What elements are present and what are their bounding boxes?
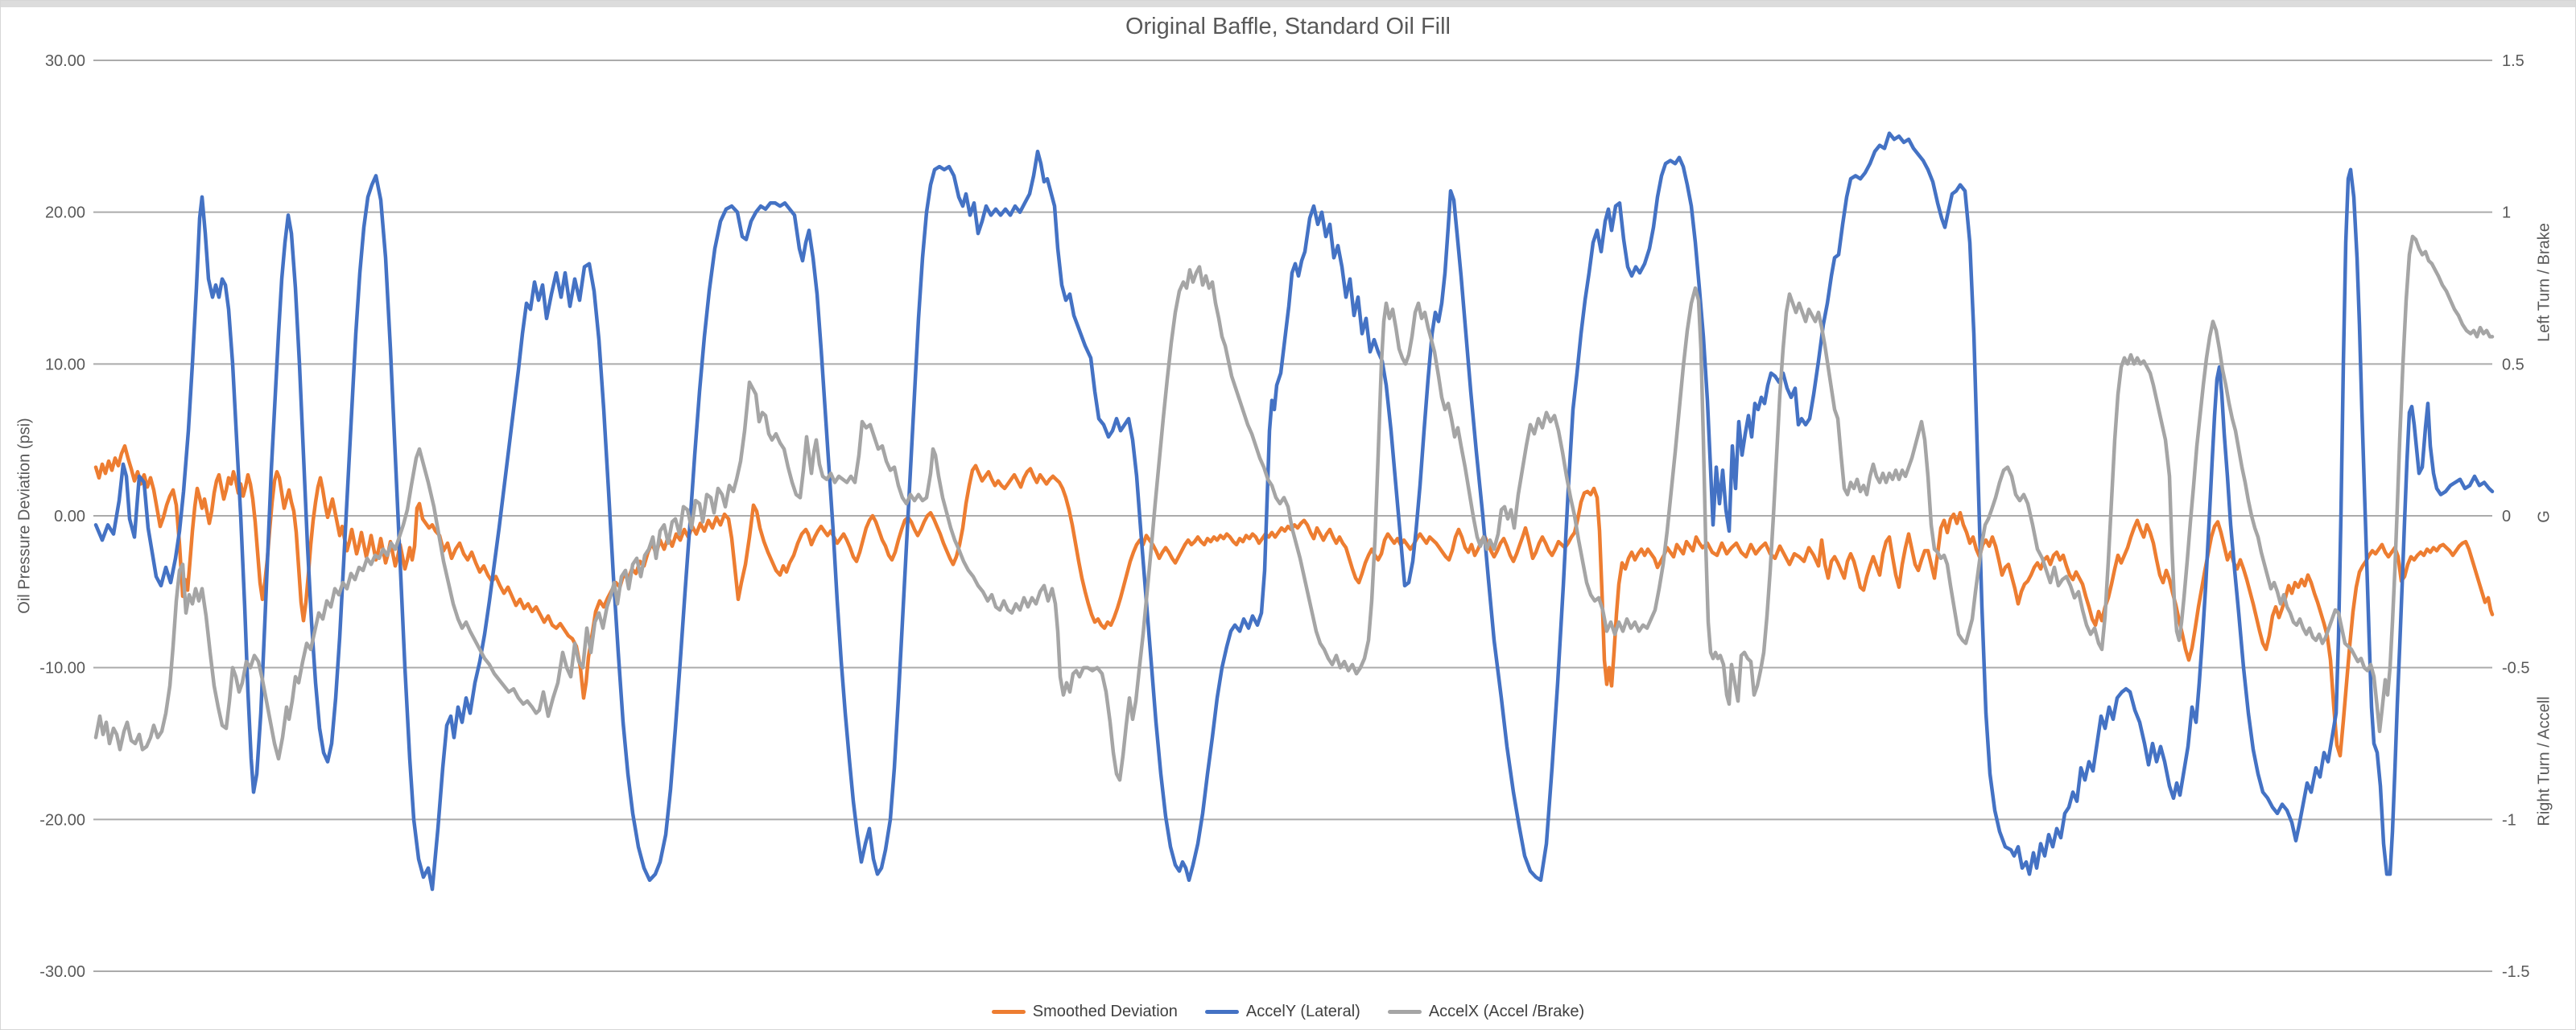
right-axis-title-g: G (2535, 510, 2553, 523)
legend-line-swatch (991, 1010, 1026, 1014)
legend-item[interactable]: Smoothed Deviation (991, 1003, 1178, 1021)
window-chrome-strip (1, 1, 2575, 7)
series-line-accely-lateral (93, 131, 2495, 892)
right-axis-tick-label: 1 (2502, 204, 2511, 222)
series-line-accelx-accel-brake (93, 234, 2495, 782)
left-axis-tick-label: -20.00 (39, 811, 85, 829)
legend-label: AccelY (Lateral) (1245, 1003, 1360, 1020)
right-axis-tick-label: 0 (2502, 508, 2511, 525)
left-axis-tick-label: 20.00 (45, 204, 85, 222)
legend-line-swatch (1204, 1010, 1239, 1014)
right-axis-title-left-turn-brake: Left Turn / Brake (2535, 223, 2553, 342)
left-axis-tick-label: 10.00 (45, 356, 85, 373)
legend-line-swatch (1387, 1010, 1422, 1014)
chart-title: Original Baffle, Standard Oil Fill (1125, 14, 1451, 39)
right-axis-tick-label: -0.5 (2502, 660, 2529, 678)
right-axis-tick-label: 1.5 (2502, 52, 2524, 70)
left-axis-tick-label: 0.00 (54, 508, 85, 525)
right-axis-title-right-turn-accell: Right Turn / Accell (2535, 696, 2553, 826)
right-axis-tick-label: -1.5 (2502, 963, 2529, 981)
legend-label: Smoothed Deviation (1032, 1003, 1178, 1020)
right-axis-tick-label: 0.5 (2502, 356, 2524, 373)
legend-item[interactable]: AccelX (Accel /Brake) (1387, 1003, 1585, 1021)
left-axis-tick-label: -10.00 (39, 660, 85, 678)
left-axis-tick-label: 30.00 (45, 52, 85, 70)
legend-item[interactable]: AccelY (Lateral) (1204, 1003, 1360, 1021)
left-axis-tick-label: -30.00 (39, 963, 85, 981)
chart-legend: Smoothed Deviation AccelY (Lateral) AccelX… (1, 1003, 2575, 1021)
right-axis-tick-label: -1 (2502, 811, 2516, 829)
series-line-smoothed-deviation (93, 443, 2495, 758)
legend-label: AccelX (Accel /Brake) (1428, 1003, 1585, 1020)
left-axis-title: Oil Pressure Deviation (psi) (15, 418, 34, 614)
